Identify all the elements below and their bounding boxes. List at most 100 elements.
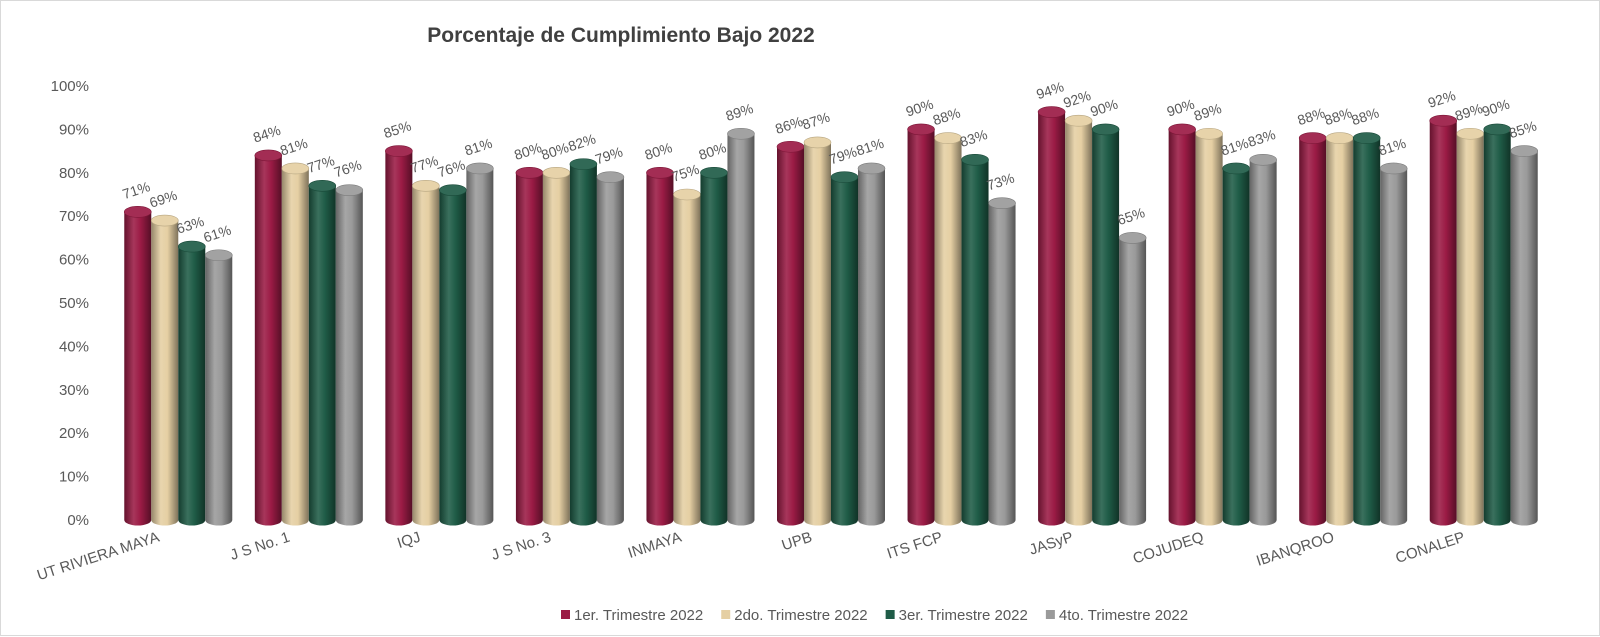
bar bbox=[385, 145, 413, 526]
bar bbox=[727, 127, 755, 526]
legend-label: 2do. Trimestre 2022 bbox=[734, 607, 867, 624]
bar bbox=[1352, 132, 1381, 526]
x-tick-label: IQJ bbox=[395, 529, 422, 552]
data-label: 88% bbox=[1295, 104, 1327, 128]
bar bbox=[803, 136, 832, 526]
chart-title: Porcentaje de Cumplimiento Bajo 2022 bbox=[427, 24, 814, 47]
bar bbox=[830, 171, 859, 526]
data-label: 83% bbox=[1246, 126, 1278, 150]
bar bbox=[1429, 114, 1458, 526]
bar bbox=[646, 167, 674, 526]
data-label: 81% bbox=[1376, 135, 1408, 159]
bar bbox=[439, 184, 467, 526]
bar bbox=[1298, 132, 1327, 526]
legend-label: 3er. Trimestre 2022 bbox=[899, 607, 1028, 624]
legend-swatch bbox=[885, 610, 895, 619]
bar bbox=[857, 162, 886, 526]
data-label: 73% bbox=[985, 169, 1017, 193]
legend-label: 4to. Trimestre 2022 bbox=[1059, 607, 1188, 624]
data-label: 69% bbox=[147, 187, 179, 211]
data-label: 77% bbox=[305, 152, 337, 176]
bar bbox=[308, 180, 337, 526]
x-tick-label: JASyP bbox=[1027, 529, 1075, 559]
data-label: 76% bbox=[436, 156, 468, 180]
data-label: 87% bbox=[800, 109, 832, 133]
x-tick-label: ITS FCP bbox=[885, 529, 945, 563]
data-label: 79% bbox=[593, 143, 625, 167]
x-tick-label: INMAYA bbox=[626, 529, 684, 562]
y-tick-label: 10% bbox=[59, 469, 89, 486]
bar bbox=[907, 123, 935, 526]
bar bbox=[542, 167, 571, 526]
y-tick-label: 100% bbox=[51, 78, 89, 95]
bar bbox=[1249, 153, 1277, 526]
data-label: 71% bbox=[120, 178, 152, 202]
data-label: 80% bbox=[697, 139, 729, 163]
data-label: 82% bbox=[566, 130, 598, 154]
bar bbox=[1064, 114, 1093, 526]
data-label: 89% bbox=[724, 100, 756, 124]
y-tick-label: 80% bbox=[59, 165, 89, 182]
y-tick-label: 70% bbox=[59, 208, 89, 225]
bars-group bbox=[123, 106, 1539, 526]
bar bbox=[1195, 127, 1223, 526]
data-label: 79% bbox=[827, 143, 859, 167]
bar bbox=[150, 214, 179, 526]
bar bbox=[1379, 162, 1408, 526]
legend-swatch bbox=[1045, 610, 1055, 619]
bar bbox=[934, 132, 962, 526]
x-tick-label: CONALEP bbox=[1394, 529, 1467, 567]
bar bbox=[254, 149, 283, 526]
data-label: 83% bbox=[958, 126, 990, 150]
y-tick-label: 50% bbox=[59, 295, 89, 312]
bar bbox=[569, 158, 598, 526]
data-label: 77% bbox=[409, 152, 441, 176]
data-label: 85% bbox=[1507, 117, 1539, 141]
y-tick-label: 20% bbox=[59, 425, 89, 442]
y-tick-label: 60% bbox=[59, 252, 89, 269]
bar bbox=[204, 249, 233, 526]
bar bbox=[515, 167, 544, 526]
y-tick-label: 90% bbox=[59, 121, 89, 138]
bar bbox=[700, 167, 728, 526]
data-label: 81% bbox=[463, 135, 495, 159]
bar bbox=[1456, 127, 1485, 526]
data-label: 90% bbox=[1088, 96, 1120, 120]
y-tick-label: 0% bbox=[67, 512, 89, 529]
x-tick-label: COJUDEQ bbox=[1131, 529, 1206, 568]
data-label: 81% bbox=[854, 135, 886, 159]
data-label: 90% bbox=[1165, 96, 1197, 120]
data-label: 92% bbox=[1426, 87, 1458, 111]
bar bbox=[412, 180, 440, 526]
x-tick-label: IBANQROO bbox=[1254, 529, 1336, 570]
legend-item: 3er. Trimestre 2022 bbox=[885, 607, 1028, 624]
bar bbox=[1091, 123, 1120, 526]
x-axis: UT RIVIERA MAYA J S No. 1 IQJ J S No. 3 INMA… bbox=[35, 529, 1467, 585]
data-label: 94% bbox=[1034, 78, 1066, 102]
bar bbox=[466, 162, 494, 526]
data-label: 63% bbox=[174, 213, 206, 237]
bar bbox=[123, 206, 152, 526]
bar bbox=[1118, 232, 1147, 526]
x-tick-label: UT RIVIERA MAYA bbox=[35, 529, 162, 585]
legend-swatch bbox=[561, 610, 570, 619]
bar bbox=[961, 153, 989, 526]
bar bbox=[177, 240, 206, 526]
data-label: 84% bbox=[251, 122, 283, 146]
x-tick-label: UPB bbox=[780, 529, 815, 555]
data-label: 80% bbox=[512, 139, 544, 163]
bar bbox=[1325, 132, 1354, 526]
bar bbox=[1037, 106, 1066, 526]
data-label: 80% bbox=[539, 139, 571, 163]
data-label: 81% bbox=[1219, 135, 1251, 159]
bar bbox=[673, 188, 701, 526]
data-label: 81% bbox=[278, 135, 310, 159]
legend-item: 2do. Trimestre 2022 bbox=[721, 607, 868, 624]
data-label: 85% bbox=[382, 117, 414, 141]
bar bbox=[596, 171, 625, 526]
bar bbox=[1222, 162, 1250, 526]
data-label: 61% bbox=[201, 222, 233, 246]
data-label: 76% bbox=[332, 156, 364, 180]
